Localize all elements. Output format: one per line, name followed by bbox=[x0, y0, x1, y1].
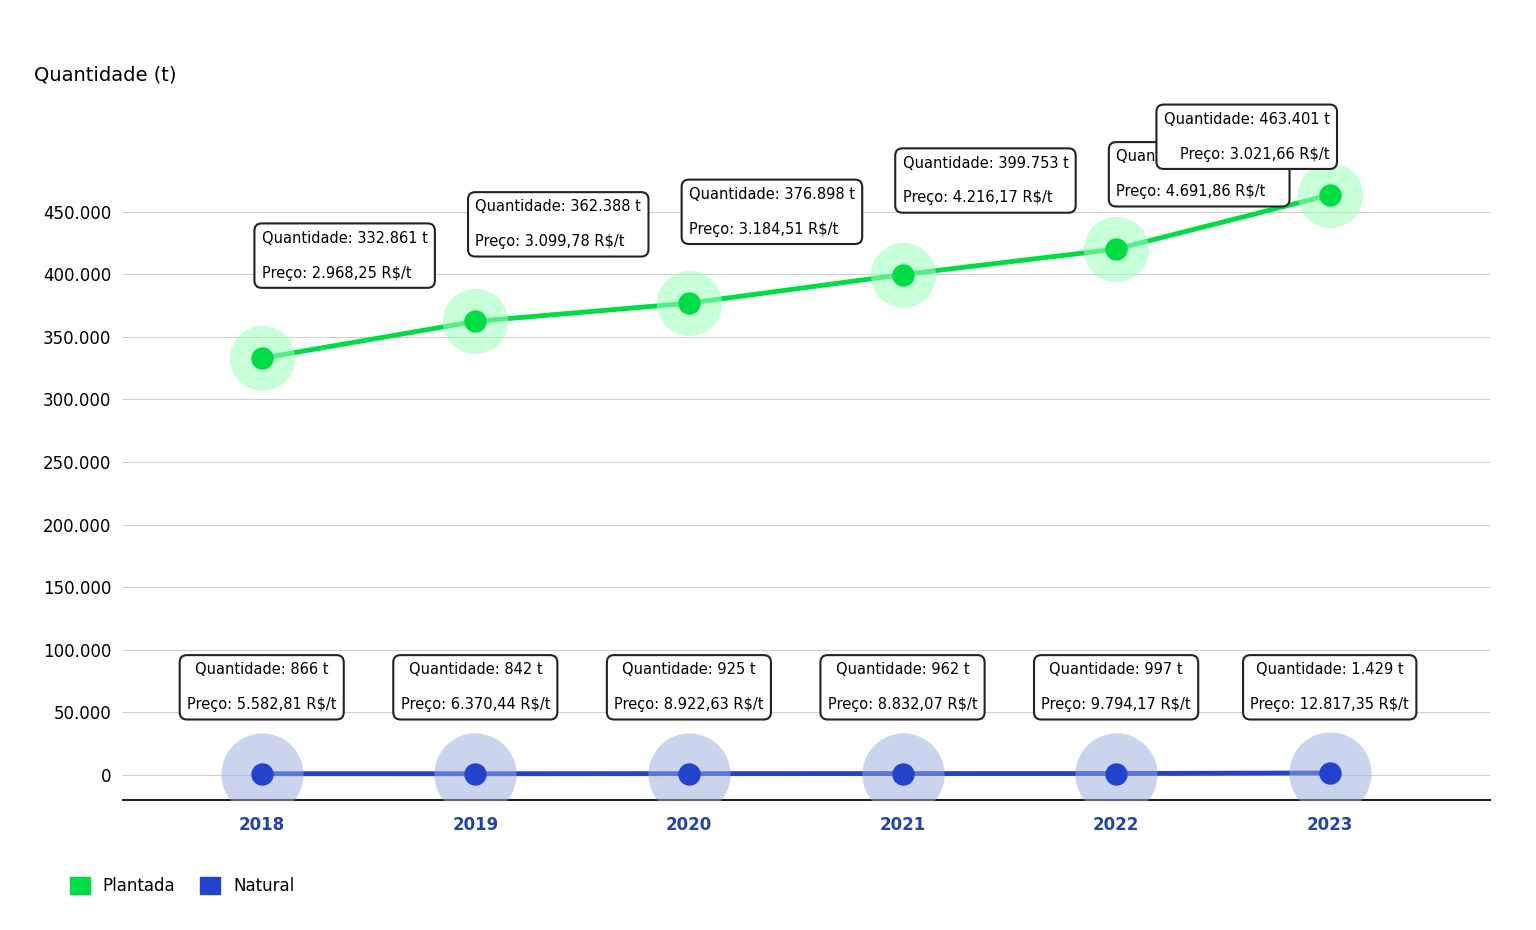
Text: Quantidade (t): Quantidade (t) bbox=[34, 65, 177, 84]
Point bbox=[1104, 242, 1129, 257]
Point bbox=[462, 766, 487, 781]
Point bbox=[462, 766, 487, 781]
Point bbox=[677, 296, 702, 311]
Point bbox=[677, 296, 702, 311]
Text: Quantidade: 1.429 t

Preço: 12.817,35 R$/t: Quantidade: 1.429 t Preço: 12.817,35 R$/… bbox=[1250, 662, 1409, 712]
Point bbox=[891, 766, 915, 781]
Text: Quantidade: 925 t

Preço: 8.922,63 R$/t: Quantidade: 925 t Preço: 8.922,63 R$/t bbox=[614, 662, 763, 712]
Text: Quantidade: 362.388 t

Preço: 3.099,78 R$/t: Quantidade: 362.388 t Preço: 3.099,78 R$… bbox=[475, 199, 641, 249]
Point bbox=[249, 766, 273, 781]
Point bbox=[677, 766, 702, 781]
Point bbox=[1318, 765, 1342, 780]
Text: Quantidade: 463.401 t

Preço: 3.021,66 R$/t: Quantidade: 463.401 t Preço: 3.021,66 R$… bbox=[1164, 112, 1330, 162]
Point bbox=[1104, 766, 1129, 781]
Text: Quantidade: 399.753 t

Preço: 4.216,17 R$/t: Quantidade: 399.753 t Preço: 4.216,17 R$… bbox=[903, 155, 1069, 206]
Point bbox=[1318, 188, 1342, 203]
Point bbox=[677, 766, 702, 781]
Text: Quantidade: 332.861 t

Preço: 2.968,25 R$/t: Quantidade: 332.861 t Preço: 2.968,25 R$… bbox=[261, 231, 427, 281]
Text: Quantidade: 866 t

Preço: 5.582,81 R$/t: Quantidade: 866 t Preço: 5.582,81 R$/t bbox=[187, 662, 336, 712]
Point bbox=[1318, 765, 1342, 780]
Text: Quantidade: 376.898 t

Preço: 3.184,51 R$/t: Quantidade: 376.898 t Preço: 3.184,51 R$… bbox=[690, 187, 856, 237]
Text: Quantidade: 997 t

Preço: 9.794,17 R$/t: Quantidade: 997 t Preço: 9.794,17 R$/t bbox=[1041, 662, 1190, 712]
Point bbox=[891, 267, 915, 282]
Point bbox=[249, 351, 273, 365]
Point bbox=[249, 766, 273, 781]
Point bbox=[891, 766, 915, 781]
Point bbox=[1104, 242, 1129, 257]
Point bbox=[462, 314, 487, 329]
Legend: Plantada, Natural: Plantada, Natural bbox=[63, 870, 301, 901]
Point bbox=[462, 314, 487, 329]
Point bbox=[891, 267, 915, 282]
Text: Quantidade: 962 t

Preço: 8.832,07 R$/t: Quantidade: 962 t Preço: 8.832,07 R$/t bbox=[828, 662, 977, 712]
Point bbox=[249, 351, 273, 365]
Text: Quantidade: 420.134 t

Preço: 4.691,86 R$/t: Quantidade: 420.134 t Preço: 4.691,86 R$… bbox=[1117, 150, 1283, 199]
Point bbox=[1104, 766, 1129, 781]
Text: Quantidade: 842 t

Preço: 6.370,44 R$/t: Quantidade: 842 t Preço: 6.370,44 R$/t bbox=[401, 662, 550, 712]
Point bbox=[1318, 188, 1342, 203]
